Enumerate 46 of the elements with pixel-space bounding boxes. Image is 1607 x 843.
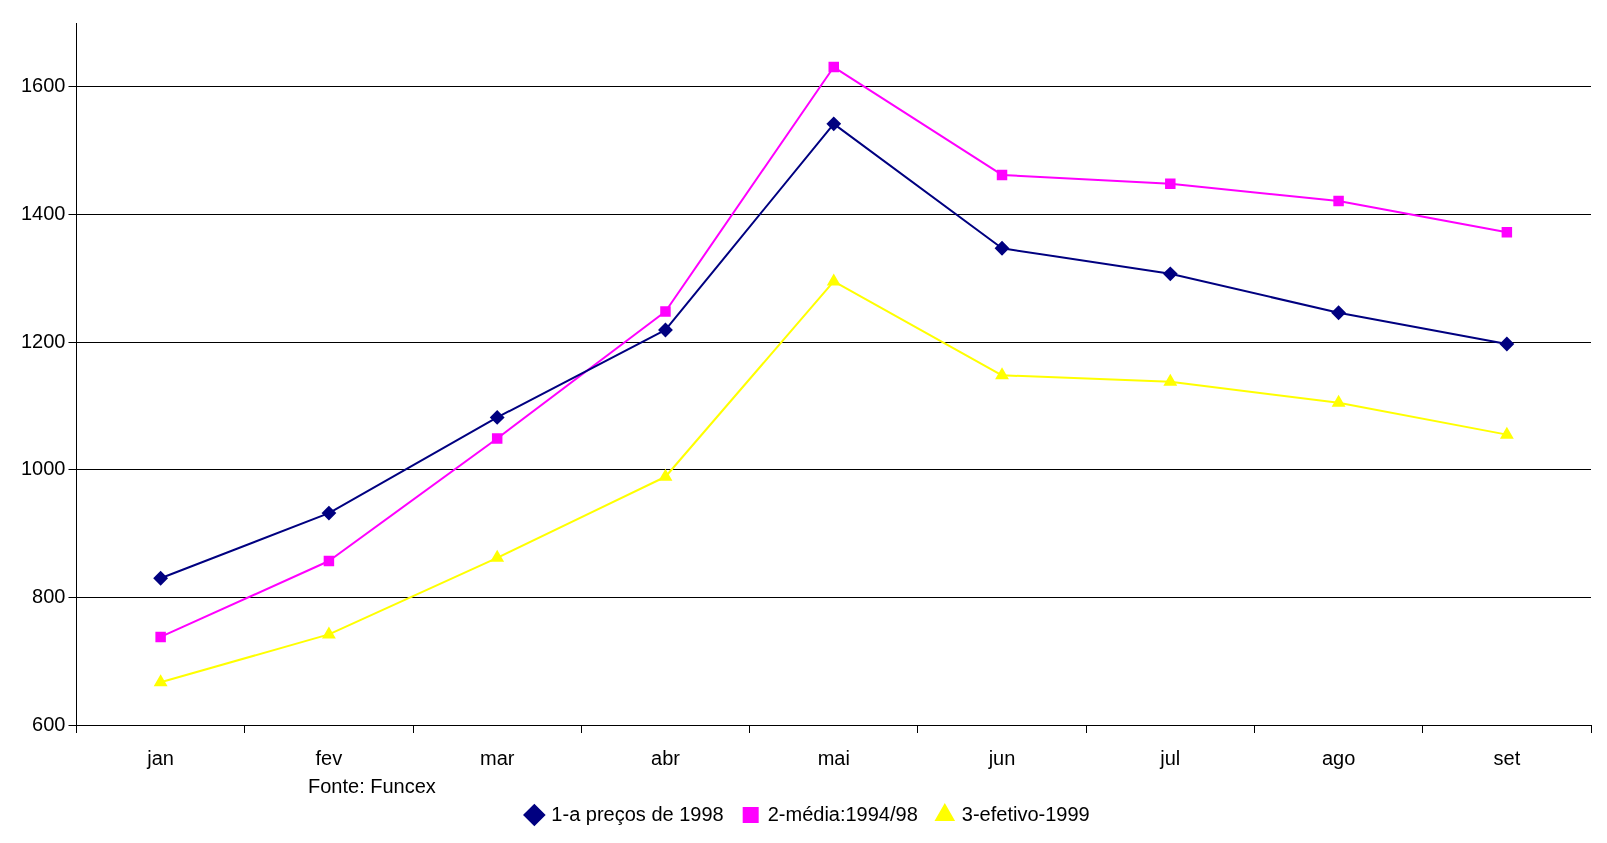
point (658, 322, 673, 337)
x-tick-label: jun (987, 746, 1016, 769)
y-tick-label: 1000 (20, 457, 66, 480)
point (1501, 227, 1513, 238)
point (1163, 266, 1178, 281)
legend-label: 3-efetivo-1999 (961, 802, 1090, 825)
point (155, 631, 166, 643)
point (490, 550, 504, 562)
point (1332, 395, 1345, 407)
point (995, 368, 1009, 380)
x-tick-label: jul (1159, 746, 1181, 769)
x-tick-label: fev (315, 746, 343, 769)
point (1499, 337, 1514, 352)
x-tick-label: set (1493, 746, 1521, 769)
point (659, 469, 672, 481)
legend-label: 1-a preços de 1998 (551, 802, 724, 825)
point (1164, 374, 1177, 386)
point (1500, 427, 1514, 439)
source-note: Fonte: Funcex (308, 774, 436, 797)
point (996, 169, 1008, 181)
point (1165, 178, 1176, 190)
point (660, 306, 671, 317)
x-tick-label: mai (817, 746, 850, 769)
point (995, 241, 1010, 256)
x-tick-label: mar (479, 746, 515, 769)
point (491, 433, 503, 444)
point (322, 627, 336, 639)
point (826, 116, 841, 131)
x-tick-label: jan (146, 746, 174, 769)
y-tick-label: 800 (32, 584, 66, 607)
point (321, 506, 336, 521)
point (827, 274, 840, 286)
legend-label: 2-média:1994/98 (767, 802, 918, 825)
point (153, 571, 168, 586)
y-tick-label: 1400 (20, 201, 66, 224)
point (828, 61, 839, 73)
point (154, 675, 167, 687)
x-tick-label: abr (651, 746, 681, 769)
point (1331, 305, 1346, 320)
y-tick-label: 1600 (20, 74, 66, 97)
point (490, 410, 505, 425)
y-tick-label: 1200 (20, 329, 66, 352)
point (1333, 195, 1344, 207)
x-tick-label: ago (1321, 746, 1356, 769)
y-tick-label: 600 (32, 712, 66, 735)
point (323, 555, 335, 567)
